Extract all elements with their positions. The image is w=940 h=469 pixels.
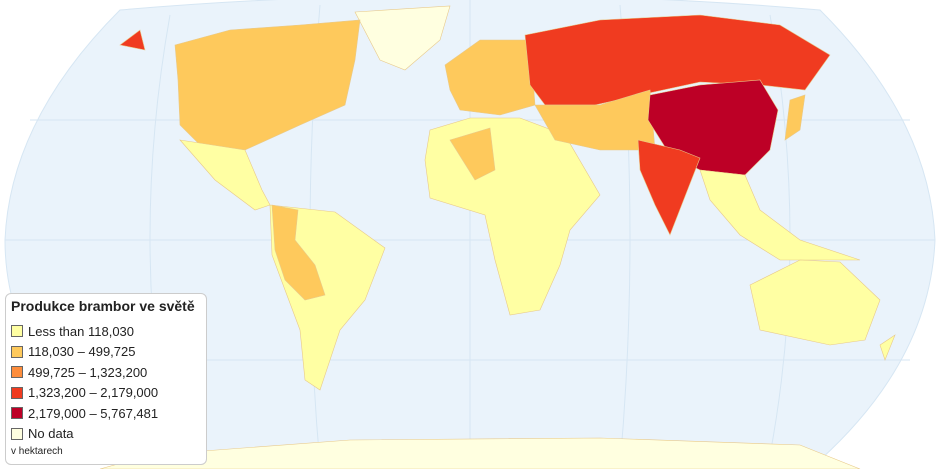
legend-item[interactable]: 2,179,000 – 5,767,481 (11, 403, 201, 424)
region-australia[interactable] (749, 259, 881, 346)
legend-label: No data (28, 426, 74, 442)
legend-swatch (11, 345, 23, 358)
legend-swatch (11, 386, 23, 399)
region-peru-colombia[interactable] (271, 204, 326, 301)
region-india[interactable] (637, 139, 701, 236)
legend-swatch (11, 407, 23, 420)
legend-swatch (11, 325, 23, 338)
region-new-zealand[interactable] (879, 334, 896, 361)
region-alaska-east-russia[interactable] (119, 29, 146, 51)
region-antarctica[interactable] (99, 437, 861, 469)
unit-note: v hektarech (11, 446, 63, 457)
legend-label: 2,179,000 – 5,767,481 (28, 405, 159, 421)
legend-item[interactable]: Less than 118,030 (11, 321, 201, 342)
region-europe[interactable] (444, 39, 536, 116)
region-southeast-asia[interactable] (699, 169, 861, 261)
region-greenland[interactable] (354, 5, 451, 71)
region-north-america[interactable] (174, 19, 361, 151)
legend-swatch (11, 366, 23, 379)
legend-item[interactable]: 118,030 – 499,725 (11, 342, 201, 363)
legend-swatch (11, 427, 23, 440)
region-algeria[interactable] (449, 127, 496, 181)
region-japan[interactable] (784, 94, 806, 141)
legend-title: Produkce brambor ve světě (11, 298, 195, 314)
legend-label: 118,030 – 499,725 (28, 344, 136, 360)
legend-label: 1,323,200 – 2,179,000 (28, 385, 159, 401)
legend-label: 499,725 – 1,323,200 (28, 364, 148, 380)
legend-item[interactable]: 499,725 – 1,323,200 (11, 362, 201, 383)
map-legend: Produkce brambor ve světě Less than 118,… (5, 293, 207, 465)
legend-item[interactable]: No data (11, 424, 201, 445)
legend-item[interactable]: 1,323,200 – 2,179,000 (11, 383, 201, 404)
legend-label: Less than 118,030 (28, 323, 135, 339)
